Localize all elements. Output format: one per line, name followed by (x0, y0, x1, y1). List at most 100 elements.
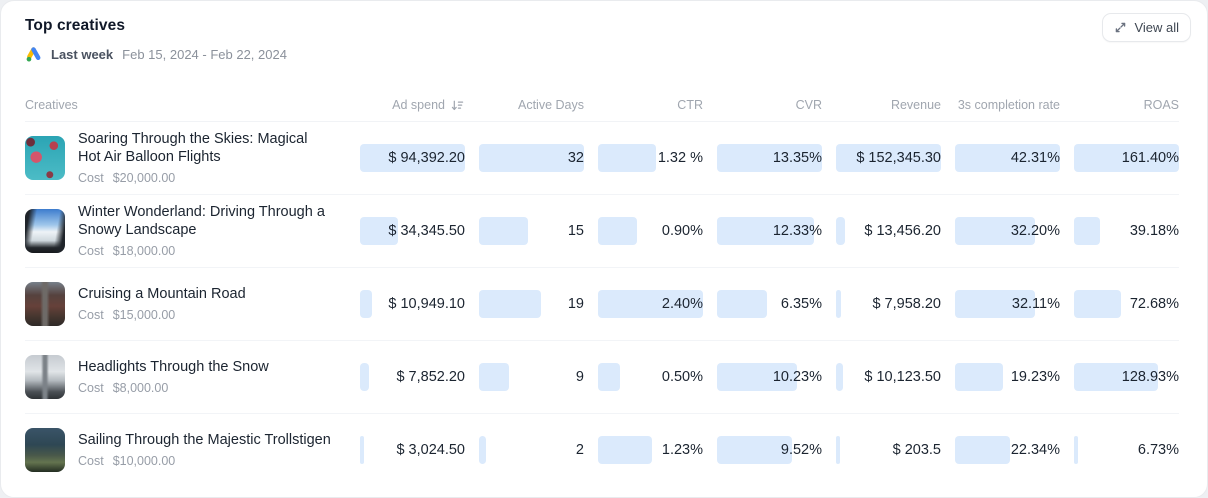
table-row[interactable]: Sailing Through the Majestic Trollstigen… (25, 414, 1179, 486)
table-row[interactable]: Cruising a Mountain Road Cost $15,000.00… (25, 268, 1179, 341)
cost-value: $8,000.00 (112, 380, 169, 395)
completion-rate-bar (955, 217, 1035, 245)
revenue-bar (836, 217, 846, 245)
completion-rate-bar (955, 290, 1035, 318)
column-header-completion-rate[interactable]: 3s completion rate (957, 98, 1060, 112)
cell-ad-spend: $ 7,852.20 (346, 341, 465, 413)
creative-thumbnail (25, 282, 65, 326)
creative-title: Sailing Through the Majestic Trollstigen (78, 432, 331, 449)
revenue-bar (836, 436, 840, 464)
view-all-label: View all (1134, 20, 1179, 35)
cell-cvr: 10.23% (703, 341, 822, 413)
cell-cvr: 12.33% (703, 195, 822, 267)
table-row[interactable]: Winter Wonderland: Driving Through a Sno… (25, 195, 1179, 268)
cell-completion-rate: 32.20% (941, 195, 1060, 267)
active-days-bar (479, 290, 542, 318)
creative-cell: Sailing Through the Majestic Trollstigen… (25, 428, 346, 472)
revenue-bar (836, 144, 941, 172)
cvr-bar (717, 290, 767, 318)
roas-bar (1074, 436, 1079, 464)
creative-thumbnail (25, 136, 65, 180)
ctr-bar (598, 436, 652, 464)
ad-spend-bar (360, 436, 364, 464)
creative-title: Headlights Through the Snow (78, 359, 269, 376)
creative-cell: Winter Wonderland: Driving Through a Sno… (25, 204, 346, 258)
cell-roas: 128.93% (1060, 341, 1179, 413)
roas-bar (1074, 290, 1122, 318)
column-header-cvr[interactable]: CVR (795, 98, 822, 112)
table-row[interactable]: Headlights Through the Snow Cost $8,000.… (25, 341, 1179, 414)
cell-active-days: 2 (465, 414, 584, 486)
column-header-roas[interactable]: ROAS (1143, 98, 1179, 112)
cell-active-days: 9 (465, 341, 584, 413)
cell-ad-spend: $ 10,949.10 (346, 268, 465, 340)
date-range: Feb 15, 2024 - Feb 22, 2024 (122, 47, 287, 62)
creative-thumbnail (25, 209, 65, 253)
cell-active-days: 19 (465, 268, 584, 340)
cell-ad-spend: $ 34,345.50 (346, 195, 465, 267)
ad-spend-bar (360, 363, 369, 391)
column-header-active-days[interactable]: Active Days (518, 98, 584, 112)
cvr-bar (717, 144, 822, 172)
column-header-revenue[interactable]: Revenue (890, 98, 941, 112)
ctr-bar (598, 290, 703, 318)
cost-label: Cost (78, 243, 104, 258)
creative-cell: Cruising a Mountain Road Cost $15,000.00 (25, 282, 346, 326)
active-days-bar (479, 144, 584, 172)
roas-bar (1074, 144, 1179, 172)
table-header-row: Creatives Ad spend Active Days CTR CVR R… (25, 89, 1179, 122)
cvr-bar (717, 363, 798, 391)
creatives-table: Creatives Ad spend Active Days CTR CVR R… (1, 89, 1207, 486)
page-title: Top creatives (25, 17, 126, 34)
ctr-bar (598, 217, 638, 245)
cell-ctr: 2.40% (584, 268, 703, 340)
cell-active-days: 32 (465, 122, 584, 194)
cvr-bar (717, 436, 792, 464)
cost-label: Cost (78, 170, 104, 185)
cell-revenue: $ 10,123.50 (822, 341, 941, 413)
cell-completion-rate: 32.11% (941, 268, 1060, 340)
creative-cost: Cost $10,000.00 (78, 454, 331, 468)
column-header-ad-spend[interactable]: Ad spend (346, 98, 465, 113)
cost-value: $10,000.00 (112, 453, 176, 468)
table-row[interactable]: Soaring Through the Skies: Magical Hot A… (25, 122, 1179, 195)
cvr-bar (717, 217, 815, 245)
creative-cost: Cost $18,000.00 (78, 244, 332, 258)
cell-completion-rate: 19.23% (941, 341, 1060, 413)
completion-rate-bar (955, 144, 1060, 172)
view-all-button[interactable]: View all (1102, 13, 1191, 42)
roas-bar (1074, 217, 1100, 245)
creative-cost: Cost $8,000.00 (78, 381, 269, 395)
roas-bar (1074, 363, 1158, 391)
source-label: Last week (51, 47, 114, 62)
column-header-creatives[interactable]: Creatives (25, 98, 78, 112)
cell-roas: 39.18% (1060, 195, 1179, 267)
cell-cvr: 13.35% (703, 122, 822, 194)
column-header-ctr[interactable]: CTR (677, 98, 703, 112)
creative-cost: Cost $20,000.00 (78, 171, 332, 185)
creative-title: Cruising a Mountain Road (78, 286, 246, 303)
creative-title: Winter Wonderland: Driving Through a Sno… (78, 204, 325, 238)
sort-descending-icon (450, 98, 465, 113)
cost-value: $20,000.00 (112, 170, 176, 185)
cost-value: $15,000.00 (112, 307, 176, 322)
active-days-bar (479, 363, 509, 391)
active-days-bar (479, 436, 486, 464)
active-days-bar (479, 217, 529, 245)
cell-ad-spend: $ 94,392.20 (346, 122, 465, 194)
creative-cell: Soaring Through the Skies: Magical Hot A… (25, 131, 346, 185)
cost-label: Cost (78, 453, 104, 468)
cost-value: $18,000.00 (112, 243, 176, 258)
revenue-bar (836, 290, 842, 318)
cell-revenue: $ 7,958.20 (822, 268, 941, 340)
completion-rate-bar (955, 436, 1011, 464)
expand-icon (1114, 21, 1127, 34)
cell-ctr: 1.23% (584, 414, 703, 486)
card-header: Top creatives Last week Feb 15, 2024 - F… (1, 1, 1207, 63)
cell-roas: 6.73% (1060, 414, 1179, 486)
creative-title: Soaring Through the Skies: Magical Hot A… (78, 131, 308, 165)
cell-ctr: 0.90% (584, 195, 703, 267)
cell-ad-spend: $ 3,024.50 (346, 414, 465, 486)
creative-thumbnail (25, 355, 65, 399)
